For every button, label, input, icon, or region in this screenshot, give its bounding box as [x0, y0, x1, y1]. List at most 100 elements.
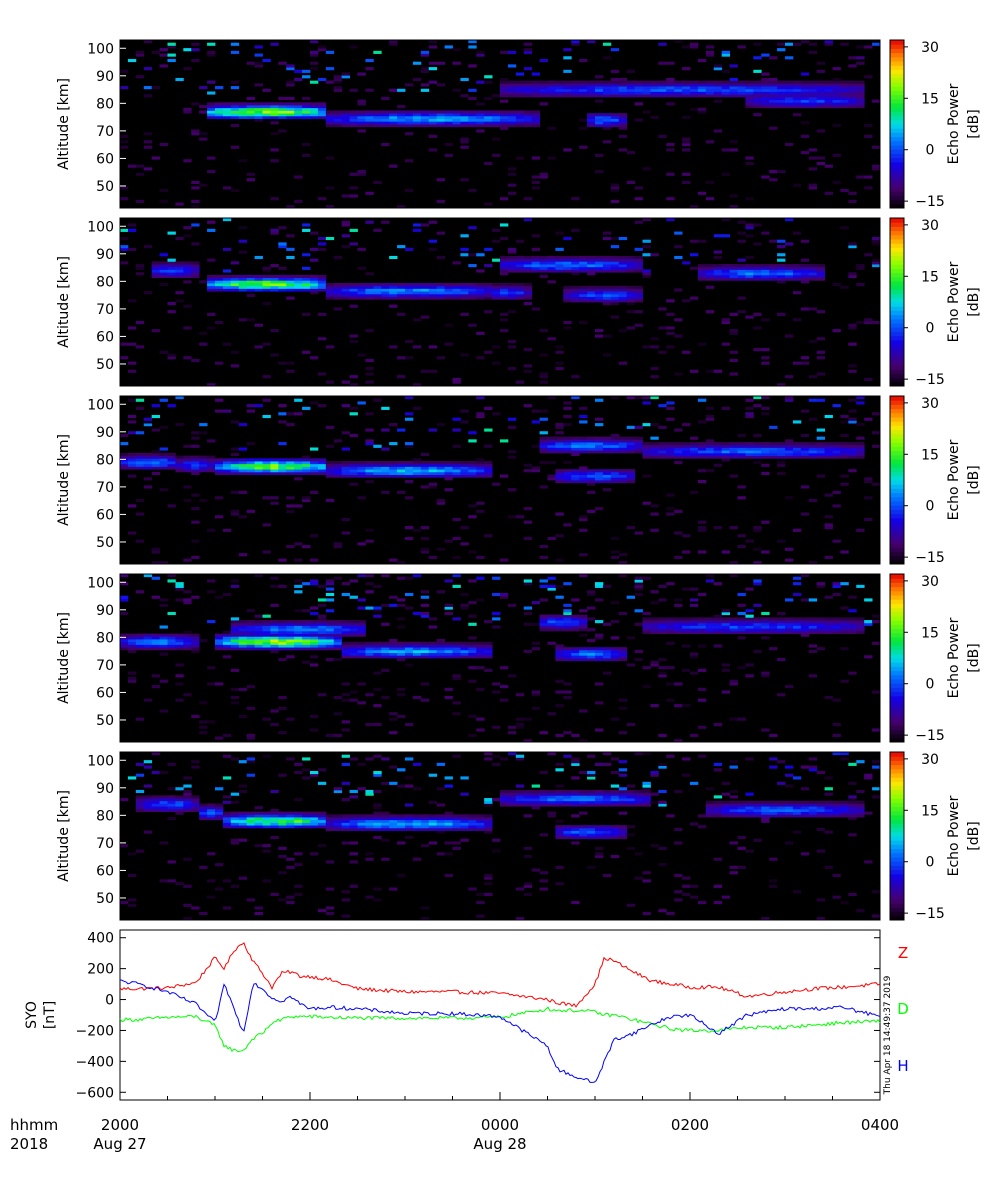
echo-cell [618, 833, 628, 837]
echo-cell [191, 274, 200, 279]
echo-cell [357, 466, 366, 470]
echo-cell [270, 825, 279, 829]
colorbar-segment [890, 429, 904, 435]
echo-cell [286, 633, 295, 637]
echo-cell [397, 561, 406, 565]
echo-cell [800, 409, 810, 413]
echo-cell [468, 285, 477, 289]
echo-cell [602, 833, 612, 837]
echo-cell [207, 803, 216, 807]
colorbar-segment [890, 306, 904, 311]
echo-cell [492, 798, 501, 802]
echo-cell [563, 414, 572, 419]
echo-cell [278, 442, 287, 446]
echo-cell [270, 277, 279, 281]
echo-cell [246, 466, 255, 470]
echo-cell [650, 423, 659, 427]
echo-cell [460, 592, 469, 597]
echo-cell [761, 53, 770, 57]
echo-cell [325, 639, 335, 643]
echo-cell [618, 811, 628, 815]
echo-cell [602, 266, 612, 270]
echo-cell [737, 611, 746, 616]
echo-cell [864, 620, 873, 624]
echo-cell [658, 620, 667, 624]
echo-cell [792, 442, 802, 446]
echo-cell [420, 83, 430, 87]
echo-cell [420, 471, 430, 475]
echo-cell [159, 447, 168, 451]
echo-cell [325, 622, 335, 626]
echo-cell [721, 630, 730, 635]
echo-cell [808, 186, 818, 190]
echo-cell [127, 852, 137, 856]
echo-cell [587, 628, 596, 632]
echo-cell [484, 620, 493, 624]
echo-cell [753, 312, 762, 316]
echo-cell [571, 620, 580, 624]
echo-cell [634, 447, 643, 451]
echo-cell [610, 118, 620, 122]
echo-cell [254, 906, 263, 910]
echo-cell [531, 693, 540, 697]
echo-cell [531, 420, 540, 424]
echo-cell [167, 452, 176, 457]
echo-cell [183, 234, 192, 238]
echo-cell [737, 603, 746, 607]
echo-cell [341, 72, 350, 76]
echo-cell [579, 800, 588, 804]
echo-cell [808, 598, 818, 602]
echo-cell [365, 272, 374, 276]
echo-cell [127, 466, 137, 470]
echo-cell [634, 94, 643, 98]
echo-cell [745, 277, 754, 281]
echo-cell [365, 285, 374, 289]
echo-cell [286, 361, 295, 365]
echo-cell [373, 124, 382, 128]
echo-cell [159, 636, 168, 640]
echo-cell [428, 110, 438, 114]
echo-cell [294, 636, 303, 640]
echo-cell [555, 83, 564, 87]
echo-cell [373, 770, 382, 775]
echo-cell [856, 444, 865, 448]
echo-cell [658, 425, 667, 429]
echo-cell [697, 452, 707, 457]
echo-cell [595, 99, 604, 103]
echo-cell [824, 80, 833, 84]
echo-cell [484, 80, 493, 84]
echo-cell [666, 450, 675, 454]
echo-cell [634, 752, 643, 756]
echo-cell [792, 269, 802, 273]
echo-cell [523, 50, 533, 54]
echo-cell [341, 463, 350, 467]
echo-cell [357, 474, 366, 478]
echo-cell [349, 474, 358, 478]
echo-cell [405, 285, 414, 289]
echo-cell [642, 455, 651, 459]
echo-cell [808, 91, 818, 95]
colorbar-label: Echo Power [946, 261, 962, 342]
echo-cell [745, 398, 754, 402]
echo-cell [302, 647, 311, 651]
echo-cell [761, 520, 770, 524]
colorbar-segment [890, 679, 904, 684]
echo-cell [682, 628, 691, 632]
echo-cell [254, 628, 263, 632]
echo-cell [357, 598, 366, 602]
echo-cell [357, 644, 366, 648]
echo-cell [207, 590, 216, 594]
echo-cell [729, 682, 738, 686]
echo-cell [381, 113, 390, 117]
echo-cell [777, 80, 786, 84]
echo-cell [864, 175, 873, 179]
echo-cell [808, 452, 818, 457]
echo-cell [238, 817, 248, 821]
echo-cell [523, 121, 533, 125]
echo-cell [832, 91, 841, 95]
echo-cell [389, 595, 398, 599]
colorbar-segment [890, 517, 904, 523]
